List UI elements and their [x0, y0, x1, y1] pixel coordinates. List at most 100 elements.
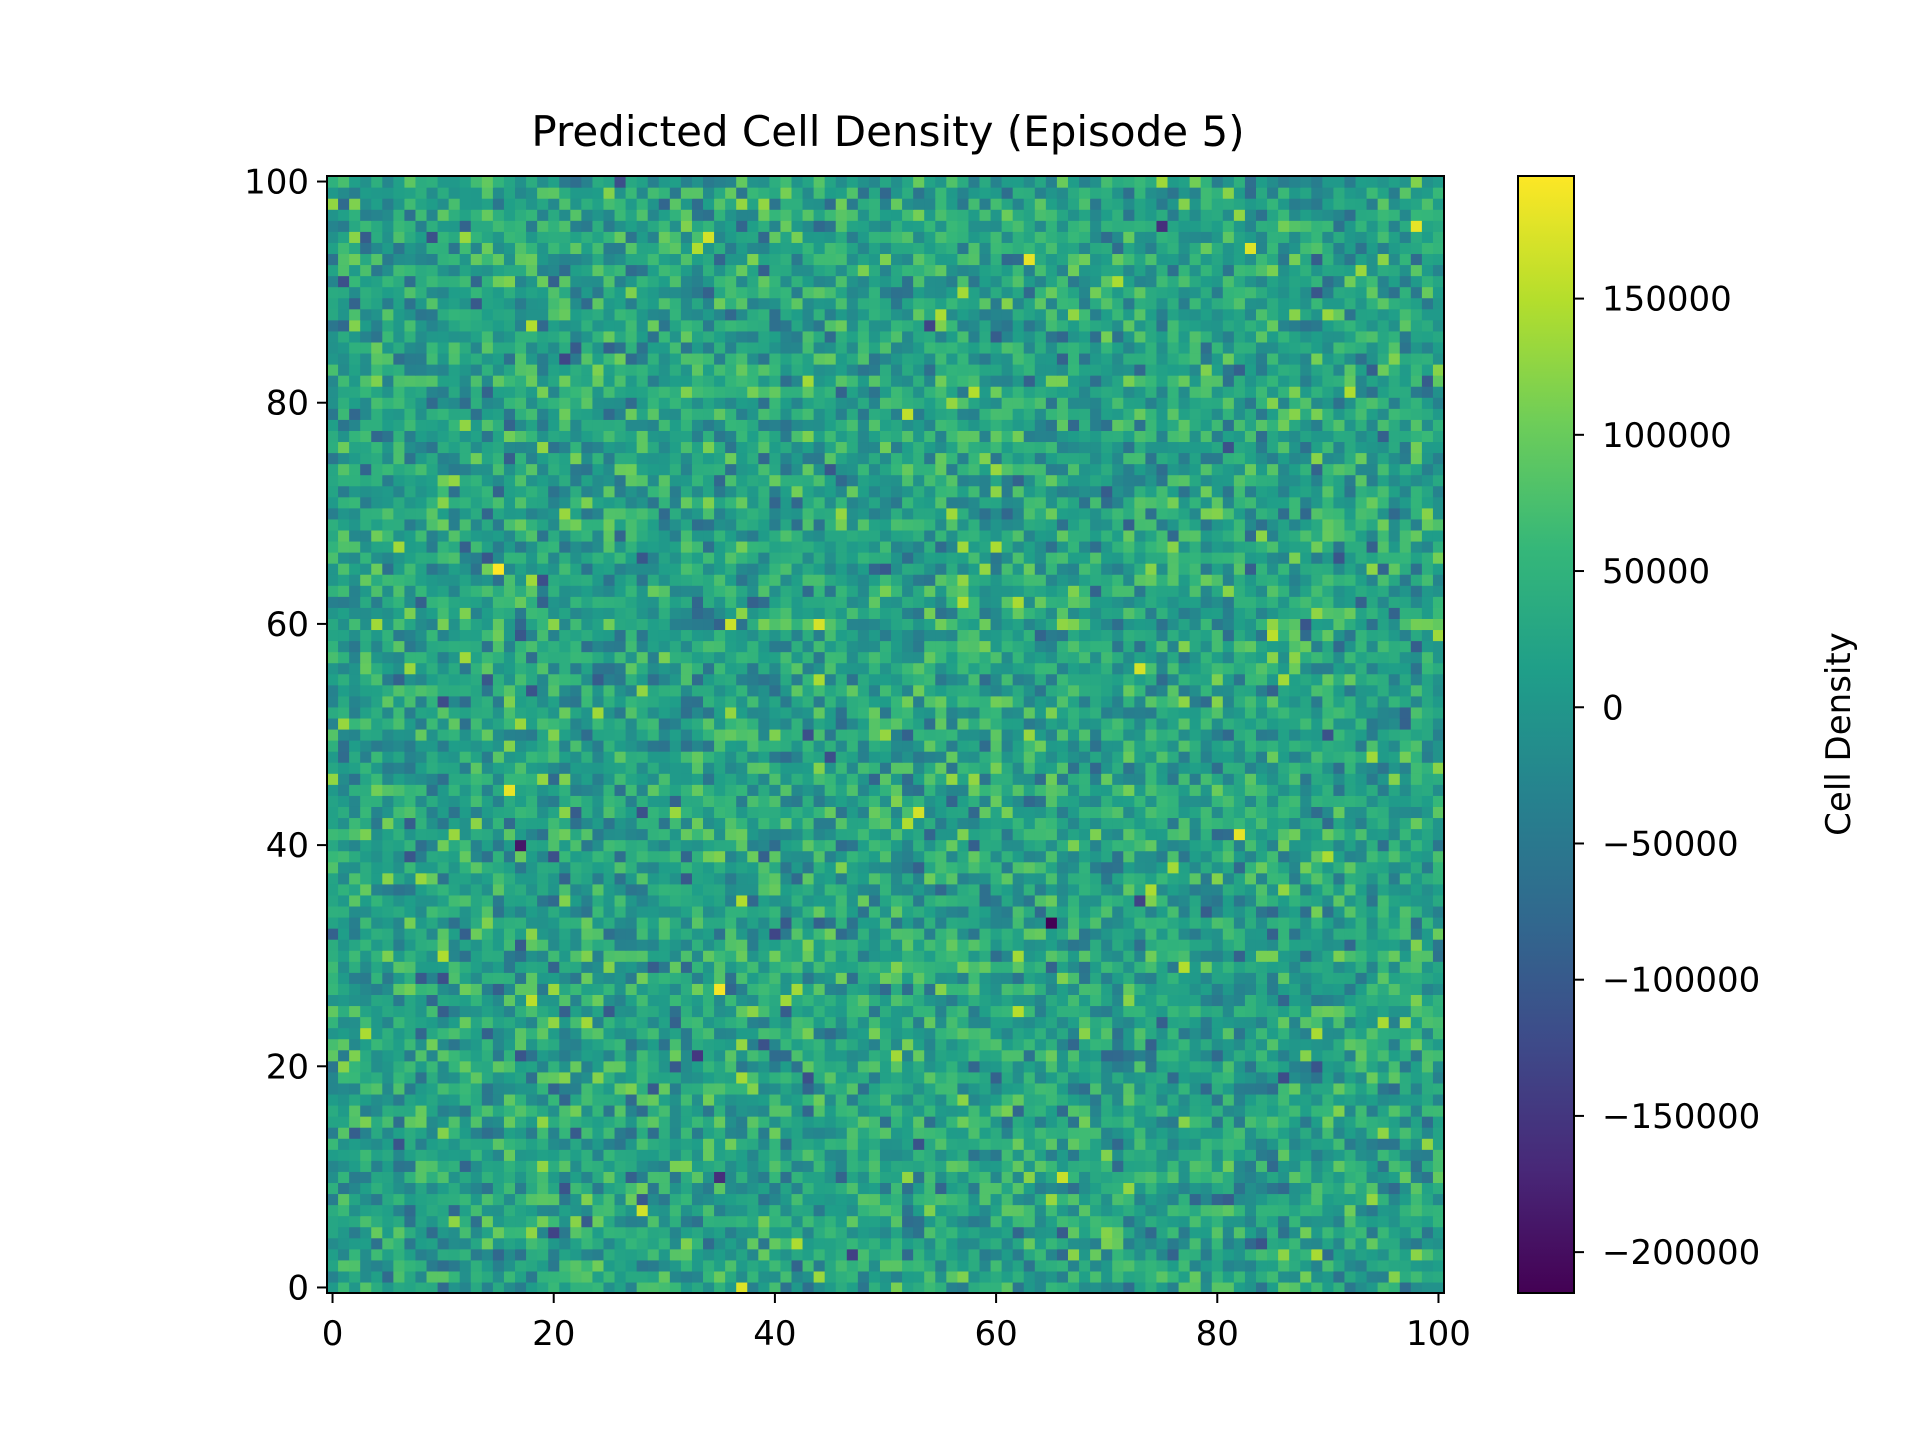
heatmap-cell [647, 1116, 660, 1128]
heatmap-cell [1300, 1160, 1312, 1172]
heatmap-cell [758, 1127, 770, 1139]
heatmap-cell [636, 1237, 649, 1250]
heatmap-cell [537, 961, 549, 973]
heatmap-cell [1377, 762, 1390, 774]
heatmap-cell [371, 740, 383, 752]
heatmap-cell [780, 1160, 793, 1172]
heatmap-cell [426, 762, 439, 774]
heatmap-cell [1233, 773, 1246, 785]
heatmap-cell [669, 795, 682, 807]
heatmap-cell [935, 1005, 947, 1018]
heatmap-cell [802, 1160, 815, 1172]
heatmap-cell [935, 1226, 947, 1239]
heatmap-cell [946, 1016, 958, 1029]
heatmap-cell [946, 1049, 958, 1062]
heatmap-cell [1388, 1093, 1401, 1106]
heatmap-cell [459, 806, 472, 819]
heatmap-cell [1189, 1093, 1202, 1106]
heatmap-cell [1366, 1149, 1379, 1161]
heatmap-cell [1421, 828, 1434, 841]
heatmap-cell [891, 1248, 903, 1261]
heatmap-cell [857, 1138, 870, 1150]
heatmap-cell [1377, 1071, 1390, 1084]
heatmap-cell [481, 961, 494, 973]
heatmap-cell [603, 1138, 616, 1150]
heatmap-cell [537, 972, 549, 984]
heatmap-cell [758, 1270, 770, 1283]
heatmap-cell [1255, 817, 1268, 830]
heatmap-cell [570, 1270, 582, 1283]
heatmap-cell [581, 1038, 594, 1051]
heatmap-cell [1090, 1049, 1102, 1062]
heatmap-cell [1388, 1016, 1401, 1029]
heatmap-cell [481, 1127, 494, 1139]
heatmap-cell [1112, 1082, 1124, 1095]
heatmap-cell [1123, 861, 1135, 874]
heatmap-cell [868, 1049, 881, 1062]
heatmap-cell [382, 1071, 394, 1084]
heatmap-cell [813, 916, 826, 929]
heatmap-cell [559, 950, 571, 962]
heatmap-cell [1410, 1127, 1423, 1139]
heatmap-cell [503, 872, 516, 885]
heatmap-cell [736, 1237, 748, 1250]
heatmap-cell [371, 1281, 383, 1293]
heatmap-cell [459, 828, 472, 841]
heatmap-cell [515, 773, 527, 785]
heatmap-cell [1355, 850, 1368, 863]
heatmap-cell [1145, 883, 1158, 896]
heatmap-cell [360, 1093, 372, 1106]
heatmap-cell [1267, 894, 1279, 907]
heatmap-cell [769, 916, 782, 929]
heatmap-cell [592, 784, 605, 796]
heatmap-cell [725, 751, 737, 763]
heatmap-cell [1388, 1082, 1401, 1095]
heatmap-cell [448, 773, 461, 785]
heatmap-cell [758, 751, 770, 763]
heatmap-cell [526, 1270, 538, 1283]
heatmap-cell [913, 1027, 925, 1040]
heatmap-cell [1090, 1060, 1102, 1073]
heatmap-cell [647, 928, 660, 940]
heatmap-cell [1366, 994, 1379, 1007]
heatmap-cell [1034, 817, 1047, 830]
heatmap-cell [1322, 850, 1335, 863]
heatmap-cell [868, 817, 881, 830]
heatmap-cell [680, 762, 693, 774]
heatmap-cell [1123, 1204, 1135, 1217]
heatmap-cell [371, 872, 383, 885]
heatmap-cell [1167, 1259, 1180, 1272]
heatmap-cell [592, 1182, 605, 1195]
heatmap-cell [470, 1171, 483, 1184]
heatmap-cell [736, 1204, 748, 1217]
heatmap-cell [1344, 1171, 1357, 1184]
heatmap-cell [349, 939, 361, 951]
heatmap-cell [747, 1193, 759, 1206]
heatmap-cell [1145, 1060, 1158, 1073]
heatmap-cell [747, 961, 759, 973]
heatmap-cell [1156, 1082, 1169, 1095]
heatmap-cell [1233, 972, 1246, 984]
heatmap-cell [990, 1027, 1003, 1040]
heatmap-cell [714, 928, 726, 940]
heatmap-cell [360, 762, 372, 774]
heatmap-cell [1079, 773, 1091, 785]
heatmap-cell [1222, 905, 1235, 918]
heatmap-cell [691, 1005, 704, 1018]
heatmap-cell [758, 1171, 770, 1184]
heatmap-cell [1222, 806, 1235, 819]
heatmap-cell [913, 751, 925, 763]
heatmap-cell [1377, 939, 1390, 951]
heatmap-cell [1056, 1160, 1069, 1172]
heatmap-cell [603, 1281, 616, 1293]
heatmap-cell [1156, 1104, 1169, 1117]
heatmap-cell [1156, 1171, 1169, 1184]
heatmap-cell [1034, 950, 1047, 962]
heatmap-cell [935, 784, 947, 796]
heatmap-cell [846, 894, 859, 907]
heatmap-cell [1112, 773, 1124, 785]
heatmap-cell [1344, 1038, 1357, 1051]
heatmap-cell [647, 1016, 660, 1029]
heatmap-cell [481, 994, 494, 1007]
heatmap-cell [1189, 1281, 1202, 1293]
